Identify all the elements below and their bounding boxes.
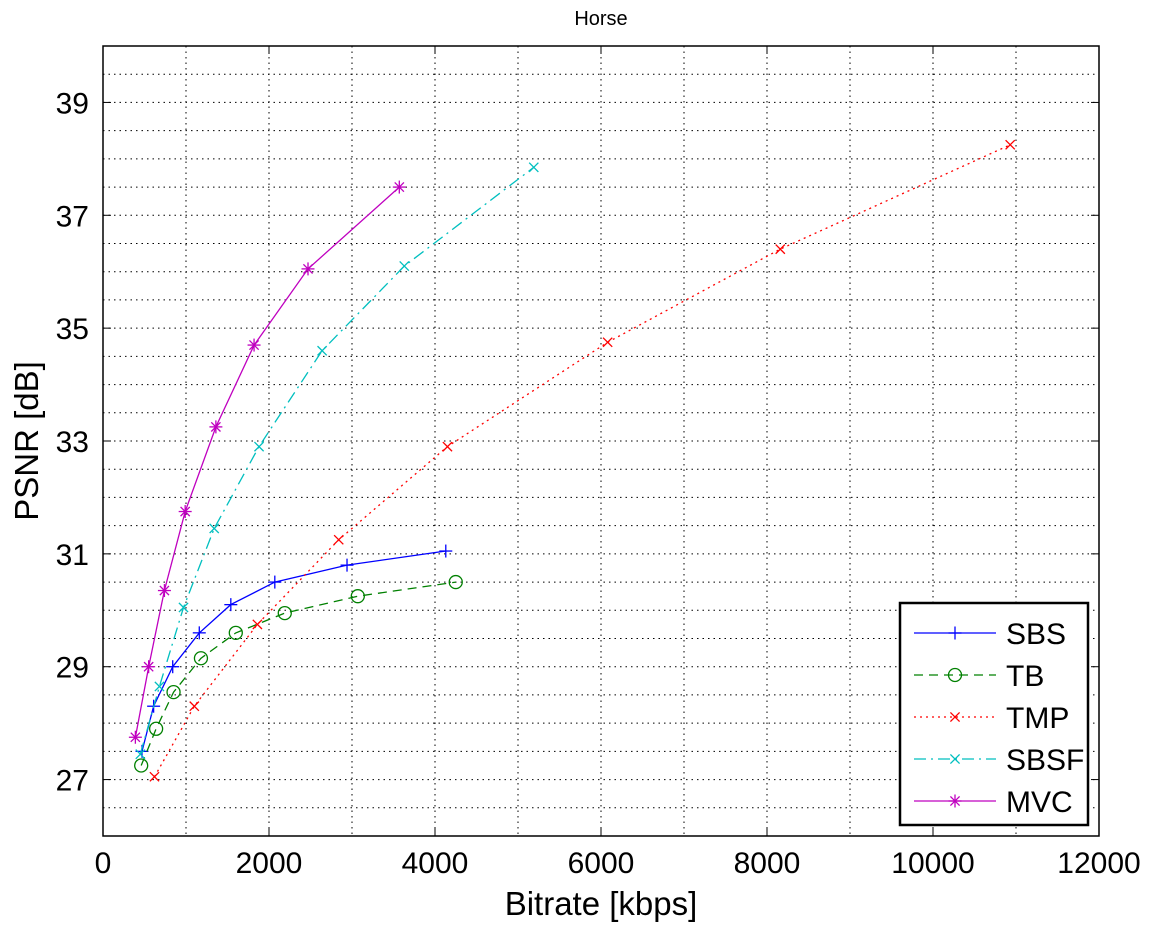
data-point-tb bbox=[277, 605, 292, 621]
data-point-sbsf bbox=[135, 749, 146, 760]
x-axis-title: Bitrate [kbps] bbox=[505, 885, 698, 922]
legend-entry-sbs: SBS bbox=[914, 618, 1066, 651]
data-point-sbs bbox=[224, 598, 238, 612]
series-tmp bbox=[149, 139, 1016, 782]
x-tick-label: 8000 bbox=[734, 847, 801, 880]
data-point-mvc bbox=[247, 338, 261, 352]
data-point-tmp bbox=[602, 337, 613, 348]
data-point-sbs bbox=[340, 558, 354, 572]
series-line-sbs bbox=[141, 550, 446, 752]
grid bbox=[103, 46, 1099, 836]
x-tick-label: 6000 bbox=[568, 847, 635, 880]
data-point-tb bbox=[134, 758, 149, 773]
x-tick-label: 2000 bbox=[236, 847, 303, 880]
legend-label: TMP bbox=[1006, 702, 1069, 735]
x-tick-label: 10000 bbox=[891, 847, 974, 880]
legend-label: SBS bbox=[1006, 618, 1066, 651]
legend-entry-mvc: MVC bbox=[914, 786, 1073, 819]
data-point-tb bbox=[148, 721, 164, 736]
y-tick-label: 39 bbox=[56, 87, 89, 120]
series-sbsf bbox=[135, 162, 539, 760]
y-tick-label: 31 bbox=[56, 539, 89, 572]
x-tick-label: 0 bbox=[95, 847, 112, 880]
data-point-tb bbox=[193, 651, 209, 666]
chart-title: Horse bbox=[574, 8, 627, 30]
y-tick-label: 27 bbox=[56, 765, 89, 798]
data-point-tmp bbox=[252, 619, 263, 630]
legend: SBS TB TMP SBSF MVC bbox=[898, 601, 1090, 827]
series-mvc bbox=[128, 180, 406, 744]
series-group bbox=[128, 139, 1016, 782]
series-line-tmp bbox=[153, 144, 1011, 778]
ticks: 0 2000 4000 6000 8000 10000 12000 27 29 31 33 35 37 3… bbox=[56, 46, 1141, 880]
legend-marker bbox=[948, 626, 962, 640]
legend-label: MVC bbox=[1006, 786, 1073, 819]
data-point-mvc bbox=[142, 660, 156, 674]
data-point-mvc bbox=[392, 180, 406, 194]
data-point-sbs bbox=[166, 660, 180, 674]
x-tick-label: 12000 bbox=[1057, 847, 1140, 880]
data-point-sbsf bbox=[209, 523, 220, 534]
data-point-tmp bbox=[442, 441, 453, 452]
legend-entry-sbsf: SBSF bbox=[914, 744, 1084, 777]
data-point-tmp bbox=[189, 701, 200, 712]
data-point-mvc bbox=[301, 262, 315, 276]
y-axis-title: PSNR [dB] bbox=[8, 361, 45, 521]
data-point-mvc bbox=[128, 730, 142, 744]
y-tick-label: 35 bbox=[56, 313, 89, 346]
data-point-mvc bbox=[209, 420, 223, 434]
data-point-tmp bbox=[1005, 139, 1016, 150]
data-point-tmp bbox=[775, 244, 786, 255]
data-point-sbsf bbox=[178, 602, 189, 613]
data-point-tb bbox=[448, 574, 463, 590]
data-point-sbsf bbox=[253, 441, 265, 452]
data-point-sbsf bbox=[528, 162, 539, 173]
legend-box bbox=[898, 601, 1090, 827]
legend-marker bbox=[947, 667, 963, 683]
data-point-tmp bbox=[149, 771, 160, 782]
legend-marker bbox=[948, 794, 962, 808]
data-point-tb bbox=[350, 589, 365, 604]
data-point-sbsf bbox=[154, 681, 165, 692]
legend-label: TB bbox=[1006, 660, 1044, 693]
data-point-tb bbox=[228, 625, 243, 641]
legend-marker bbox=[949, 711, 961, 723]
legend-label: SBSF bbox=[1006, 744, 1084, 777]
data-point-sbs bbox=[439, 544, 453, 558]
series-line-mvc bbox=[134, 186, 400, 738]
data-point-tmp bbox=[333, 534, 344, 545]
data-point-mvc bbox=[157, 584, 171, 598]
data-point-sbs bbox=[268, 575, 282, 589]
legend-entry-tb: TB bbox=[914, 660, 1044, 693]
y-tick-label: 37 bbox=[56, 200, 89, 233]
data-point-mvc bbox=[178, 505, 192, 519]
legend-entry-tmp: TMP bbox=[914, 702, 1069, 735]
x-tick-label: 4000 bbox=[402, 847, 469, 880]
data-point-sbs bbox=[192, 626, 206, 640]
series-tb bbox=[134, 574, 463, 773]
y-tick-label: 29 bbox=[56, 652, 89, 685]
data-point-sbsf bbox=[317, 345, 328, 356]
legend-marker bbox=[949, 753, 961, 765]
data-point-sbsf bbox=[399, 261, 410, 272]
data-point-tb bbox=[166, 684, 181, 700]
y-tick-label: 33 bbox=[56, 426, 89, 459]
